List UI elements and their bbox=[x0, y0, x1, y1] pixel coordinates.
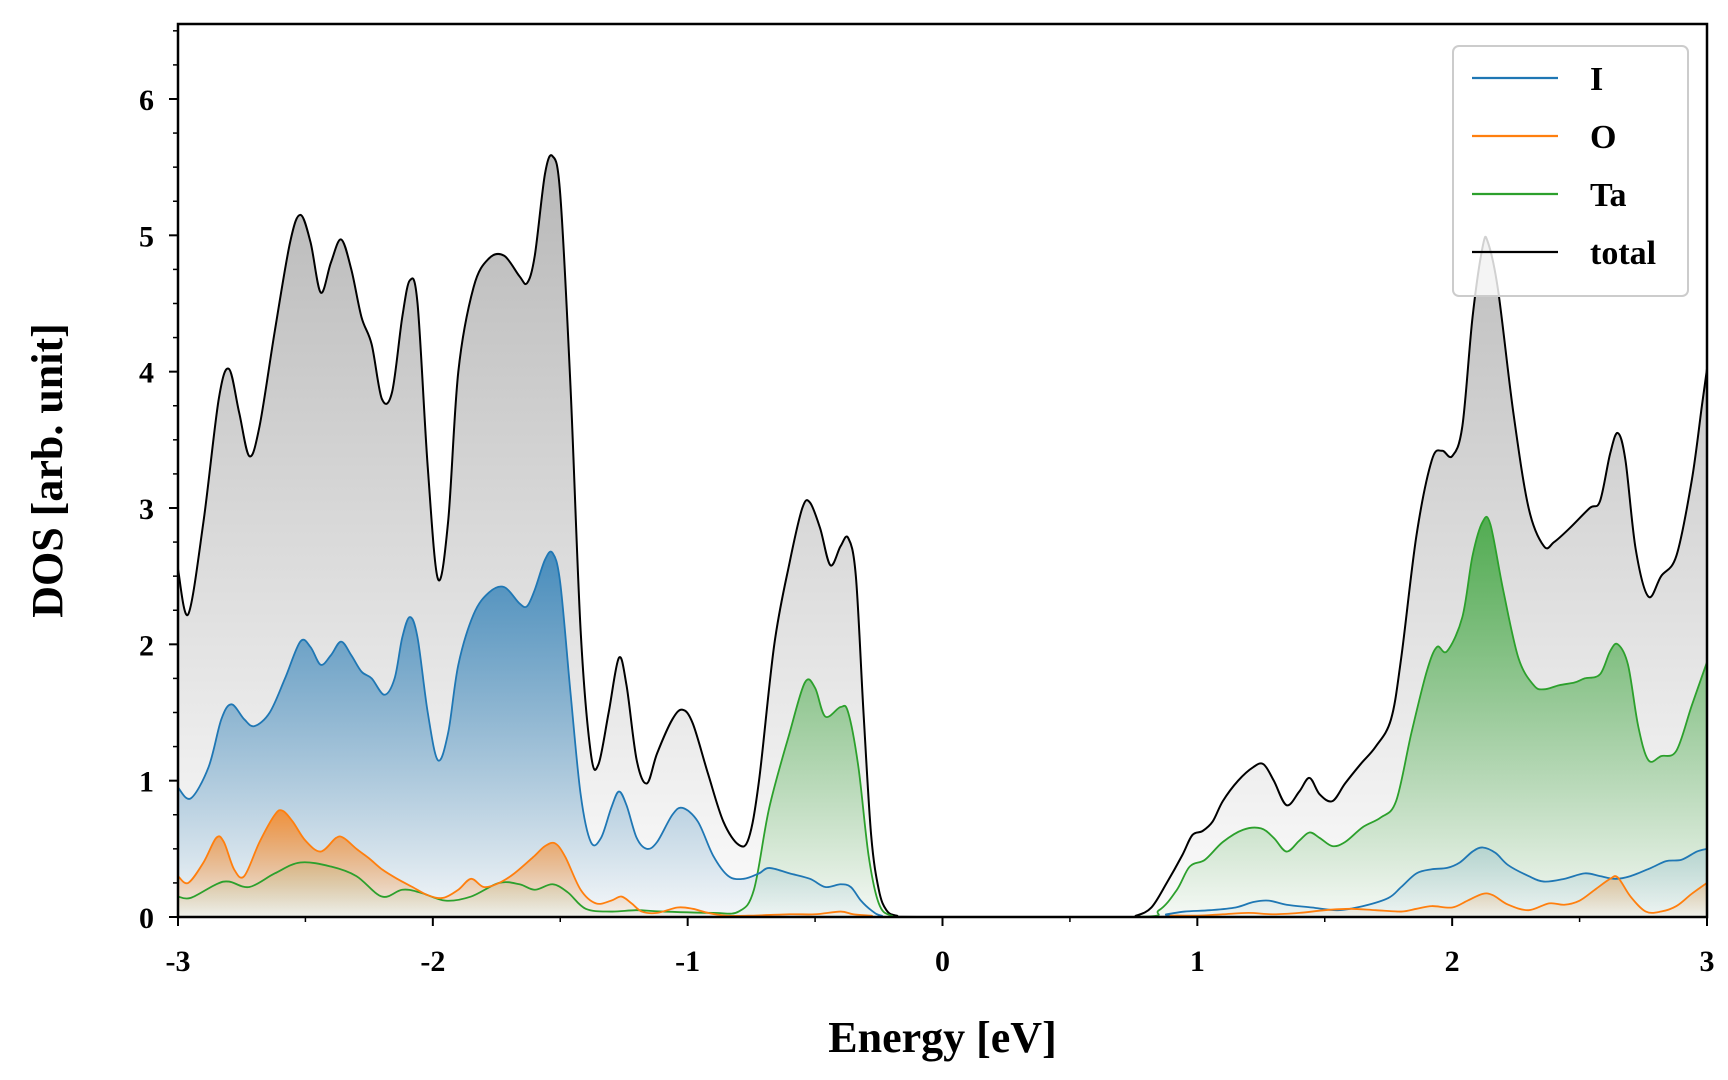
x-tick-label: -2 bbox=[420, 945, 445, 978]
series-lines bbox=[178, 154, 1707, 917]
legend: IO Ta total bbox=[1452, 45, 1689, 297]
area-o bbox=[178, 810, 1707, 917]
x-tick-label: 3 bbox=[1700, 945, 1715, 978]
legend-box bbox=[1452, 45, 1689, 297]
y-tick-label: 0 bbox=[139, 902, 154, 935]
y-tick-label: 1 bbox=[139, 766, 154, 799]
legend-label-ta: Ta bbox=[1590, 177, 1627, 214]
series-areas bbox=[178, 155, 1707, 917]
line-total bbox=[178, 154, 1707, 917]
line-o bbox=[178, 809, 1707, 917]
x-tick-label: 0 bbox=[935, 945, 950, 978]
y-tick-label: 2 bbox=[139, 629, 154, 662]
x-tick-label: -3 bbox=[166, 945, 191, 978]
legend-label-i: I bbox=[1590, 61, 1603, 98]
x-axis: -3 -2 -1 0 1 2 3 bbox=[166, 917, 1715, 978]
y-tick-label: 5 bbox=[139, 220, 154, 253]
x-axis-title: Energy [eV] bbox=[828, 1013, 1057, 1062]
y-tick-label: 4 bbox=[139, 357, 154, 390]
line-i bbox=[178, 550, 1707, 917]
area-i bbox=[178, 551, 1707, 917]
x-tick-label: 1 bbox=[1190, 945, 1205, 978]
legend-label-total: total bbox=[1590, 235, 1656, 272]
x-tick-label: 2 bbox=[1445, 945, 1460, 978]
legend-label-o: O bbox=[1590, 119, 1616, 156]
x-tick-label: -1 bbox=[675, 945, 700, 978]
y-tick-label: 3 bbox=[139, 493, 154, 526]
y-axis: 0 1 2 3 4 5 6 bbox=[139, 30, 178, 935]
y-axis-title: DOS [arb. unit] bbox=[23, 323, 72, 618]
y-tick-label: 6 bbox=[139, 84, 154, 117]
